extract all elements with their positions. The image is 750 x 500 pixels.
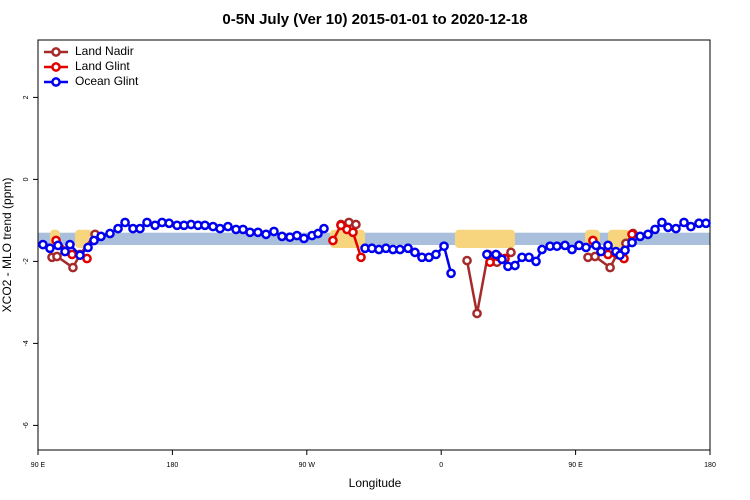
point xyxy=(253,227,263,238)
point xyxy=(657,217,667,228)
point xyxy=(277,231,287,242)
point xyxy=(245,227,255,238)
plot-frame xyxy=(37,39,711,451)
point xyxy=(603,240,613,251)
point xyxy=(446,268,456,279)
point xyxy=(53,240,63,251)
point xyxy=(403,243,413,254)
point xyxy=(491,249,501,260)
point xyxy=(643,229,653,240)
land-span xyxy=(454,229,515,248)
point xyxy=(200,220,210,231)
point xyxy=(135,223,145,234)
point xyxy=(38,239,48,250)
x-tick-label: 90 E xyxy=(31,462,46,469)
x-tick-label: 90 W xyxy=(299,462,316,469)
x-tick-label: 90 E xyxy=(568,462,583,469)
point xyxy=(497,254,507,265)
y-tick-label: -2 xyxy=(23,258,30,264)
point xyxy=(462,255,472,266)
chart-title: 0-5N July (Ver 10) 2015-01-01 to 2020-12… xyxy=(222,11,527,28)
point xyxy=(83,242,93,253)
point xyxy=(52,251,62,262)
point xyxy=(701,218,711,229)
point xyxy=(524,252,534,263)
point xyxy=(68,262,78,273)
legend-marker xyxy=(51,77,61,87)
point xyxy=(650,224,660,235)
legend-label: Land Glint xyxy=(75,59,130,73)
point xyxy=(537,244,547,255)
point xyxy=(319,223,329,234)
point xyxy=(142,217,152,228)
point xyxy=(485,257,495,268)
point xyxy=(596,246,606,257)
point xyxy=(215,223,225,234)
point xyxy=(482,249,492,260)
point xyxy=(351,219,361,230)
point xyxy=(299,233,309,244)
legend-label: Land Nadir xyxy=(75,44,134,58)
point xyxy=(65,239,75,250)
point xyxy=(113,223,123,234)
y-tick-label: -6 xyxy=(23,422,30,428)
point xyxy=(531,256,541,267)
point xyxy=(439,241,449,252)
point xyxy=(120,217,130,228)
point xyxy=(663,222,673,233)
point xyxy=(105,228,115,239)
point xyxy=(410,247,420,258)
point xyxy=(45,243,55,254)
point xyxy=(581,242,591,253)
point xyxy=(679,217,689,228)
point xyxy=(328,235,338,246)
x-tick-label: 180 xyxy=(704,462,716,469)
point xyxy=(269,226,279,237)
point xyxy=(627,229,637,240)
point xyxy=(261,229,271,240)
point xyxy=(590,251,600,262)
x-tick-label: 0 xyxy=(439,462,443,469)
y-tick-label: 2 xyxy=(23,95,30,99)
point xyxy=(89,235,99,246)
point xyxy=(395,244,405,255)
x-tick-label: 180 xyxy=(167,462,179,469)
point xyxy=(223,221,233,232)
legend-marker xyxy=(51,62,61,72)
point xyxy=(356,252,366,263)
point xyxy=(567,244,577,255)
legend-label: Ocean Glint xyxy=(75,74,139,88)
point xyxy=(96,231,106,242)
y-tick-label: -4 xyxy=(23,340,30,346)
point xyxy=(635,231,645,242)
point xyxy=(686,221,696,232)
point xyxy=(164,218,174,229)
point xyxy=(431,249,441,260)
point xyxy=(313,228,323,239)
point xyxy=(591,240,601,251)
y-axis-label: XCO2 - MLO trend (ppm) xyxy=(0,178,14,313)
point xyxy=(671,223,681,234)
point xyxy=(506,247,516,258)
y-tick-label: 0 xyxy=(23,177,30,181)
point xyxy=(510,260,520,271)
point xyxy=(620,245,630,256)
point xyxy=(60,246,70,257)
point xyxy=(627,237,637,248)
x-axis-label: Longitude xyxy=(349,476,402,490)
point xyxy=(605,262,615,273)
point xyxy=(472,308,482,319)
band xyxy=(38,232,710,245)
point xyxy=(348,227,358,238)
point xyxy=(560,240,570,251)
legend-marker xyxy=(51,47,61,57)
point xyxy=(75,250,85,261)
point xyxy=(552,241,562,252)
